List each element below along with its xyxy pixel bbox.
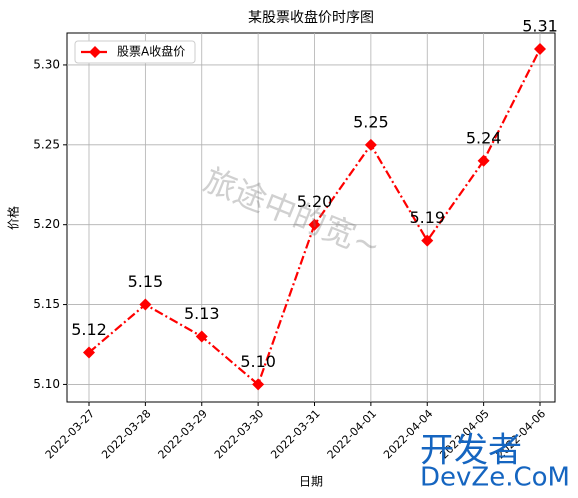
marker [83,346,95,359]
marker [477,154,490,167]
x-tick-label: 2022-03-29 [156,407,210,461]
data-label: 5.19 [409,208,445,227]
y-tick-label: 5.30 [33,57,60,71]
legend-box [74,40,196,64]
data-label: 5.12 [71,320,107,339]
y-tick-label: 5.20 [33,217,60,231]
marker [139,298,152,311]
marker [308,218,321,231]
x-tick-label: 2022-03-27 [43,407,97,461]
marker [421,234,434,247]
plot-frame [66,32,556,403]
y-tick-label: 5.25 [33,137,60,151]
marker [534,42,546,55]
legend-label: 股票A收盘价 [117,44,185,59]
data-label: 5.15 [128,272,164,291]
x-axis-label: 日期 [299,475,323,489]
marker [195,330,208,343]
data-label: 5.10 [240,352,276,371]
y-tick-label: 5.10 [33,377,60,391]
watermark: 旅途中的宽~ [199,161,386,266]
watermark: DevZe.CoM [420,463,570,493]
x-tick-label: 2022-03-30 [212,407,266,461]
y-tick-label: 5.15 [33,297,60,311]
x-tick-label: 2022-03-31 [268,407,322,461]
x-tick-label: 2022-03-28 [99,407,153,461]
marker [252,378,265,391]
watermark: 开发者 [420,431,522,471]
data-label: 5.31 [522,16,558,35]
data-label: 5.24 [466,128,502,147]
legend-marker [89,46,101,58]
chart-title: 某股票收盘价时序图 [248,9,374,26]
marker [364,138,377,151]
data-label: 5.20 [297,192,333,211]
data-label: 5.13 [184,304,220,323]
x-tick-label: 2022-04-01 [325,407,379,461]
y-axis-label: 价格 [6,206,21,230]
data-label: 5.25 [353,112,389,131]
